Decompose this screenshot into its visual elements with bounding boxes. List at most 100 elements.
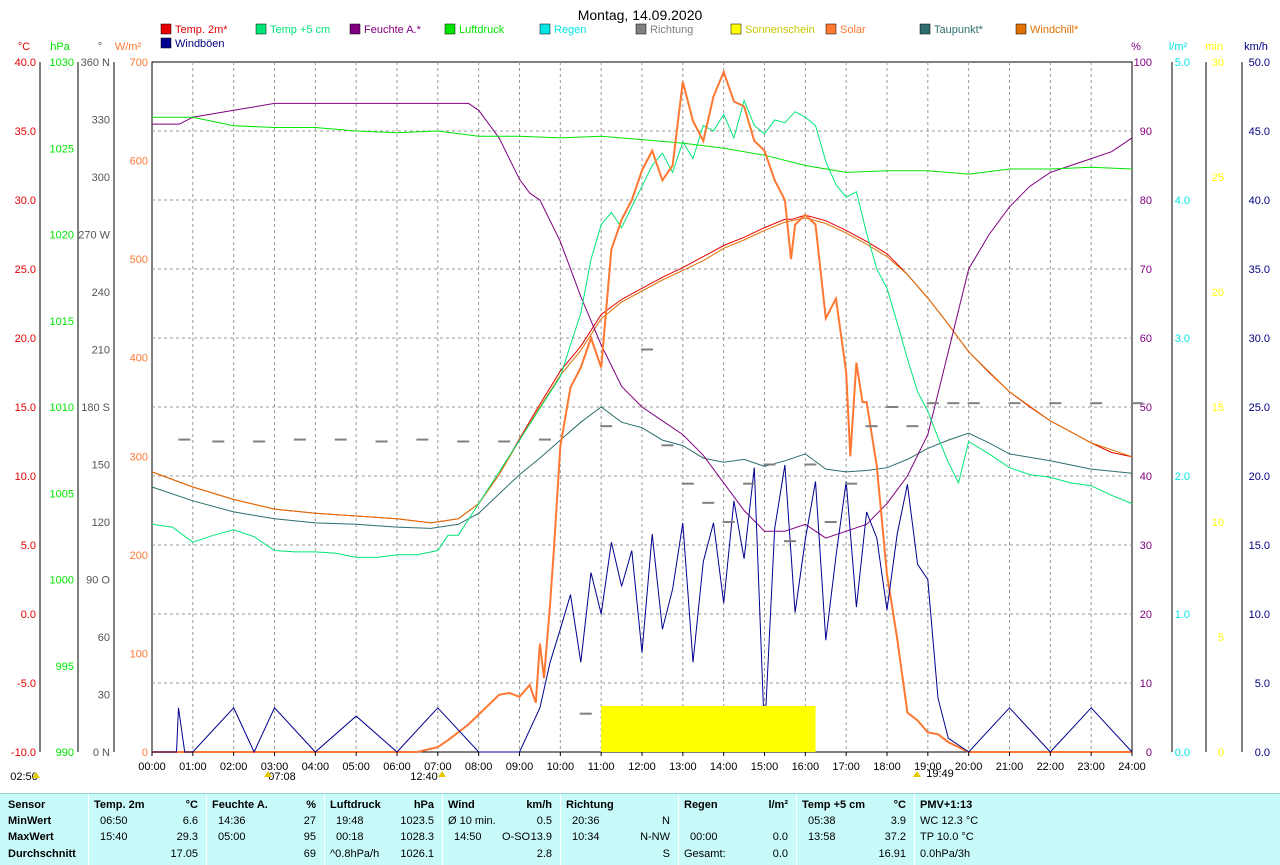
direction-mark: [967, 402, 980, 405]
axis-tick-temp: 10.0: [15, 471, 36, 483]
x-tick-label: 18:00: [873, 761, 901, 773]
axis-tick-humidity: 20: [1140, 609, 1152, 621]
stats-temp5cm-unit: °C: [893, 799, 906, 811]
axis-tick-pressure: 1005: [50, 488, 74, 500]
stats-pressure-col: Luftdruck hPa 19:48 1023.5 00:18 1028.3 ^0.…: [324, 794, 443, 865]
stats-humidity-max-time: 05:00: [218, 831, 246, 843]
axis-tick-sunshine: 15: [1212, 402, 1224, 414]
axis-tick-direction: 270 W: [78, 230, 110, 242]
legend-label: Taupunkt*: [934, 24, 984, 36]
axis-tick-solar: 500: [130, 254, 148, 266]
axis-tick-sunshine: 10: [1212, 517, 1224, 529]
axis-tick-pressure: 1020: [50, 230, 74, 242]
stats-humidity-avg: 69: [303, 848, 316, 860]
stats-sensor-title: Sensor: [8, 799, 46, 811]
legend-swatch: [825, 23, 837, 35]
axis-tick-solar: 100: [130, 648, 148, 660]
stats-temp2m-col: Temp. 2m °C 06:50 6.6 15:40 29.3 17.05: [88, 794, 207, 865]
direction-mark: [457, 440, 470, 443]
stats-humidity-max-val: 95: [303, 831, 316, 843]
annotation-marker: [438, 771, 446, 777]
stats-humidity-title: Feuchte A.: [212, 799, 268, 811]
x-tick-label: 01:00: [179, 761, 207, 773]
direction-mark: [886, 406, 898, 408]
direction-mark: [804, 463, 817, 466]
stats-humidity-unit: %: [306, 799, 316, 811]
annotation-marker: [264, 771, 272, 777]
axis-tick-solar: 700: [130, 57, 148, 69]
stats-temp2m-unit: °C: [185, 799, 198, 811]
direction-mark: [743, 482, 756, 485]
series-line-windchill-: [151, 217, 1133, 524]
direction-mark: [763, 463, 776, 466]
direction-mark: [845, 482, 858, 485]
x-tick-label: 24:00: [1118, 761, 1146, 773]
axis-tick-humidity: 80: [1140, 195, 1152, 207]
x-tick-label: 12:00: [628, 761, 656, 773]
stats-wind-title: Wind: [448, 799, 475, 811]
stats-sensor-col: Sensor MinWert MaxWert Durchschnitt: [0, 794, 89, 865]
axis-tick-sunshine: 20: [1212, 287, 1224, 299]
stats-humidity-min-time: 14:36: [218, 815, 246, 827]
stats-temp5cm-avg: 16.91: [878, 848, 906, 860]
axis-tick-temp: 5.0: [21, 540, 36, 552]
series-line-windb-en: [152, 464, 1133, 754]
axis-tick-rain: 4.0: [1175, 195, 1190, 207]
stats-wind-min-label: Ø 10 min.: [448, 815, 496, 827]
direction-mark: [926, 402, 939, 405]
legend-swatch: [1015, 23, 1027, 35]
axis-tick-wind: 45.0: [1249, 126, 1270, 138]
weather-chart: 40.0 35.0 30.0 25.0 20.0 15.0 10.0 5.0 0.0 -5.0 -1…: [10, 7, 1270, 783]
stats-max-label: MaxWert: [8, 831, 54, 843]
direction-mark: [416, 438, 429, 441]
x-tick-label: 00:00: [138, 761, 166, 773]
stats-pmv-tp: TP 10.0 °C: [920, 831, 974, 843]
series-line-luftdruck: [152, 116, 1133, 175]
axis-tick-solar: 300: [130, 451, 148, 463]
direction-mark: [600, 425, 613, 428]
axis-tick-pressure: 995: [56, 661, 74, 673]
legend-label: Regen: [554, 24, 586, 36]
x-tick-label: 07:00: [424, 761, 452, 773]
stats-rain-col: Regen l/m² 00:00 0.0 Gesamt: 0.0: [678, 794, 797, 865]
axis-tick-solar: 600: [130, 156, 148, 168]
direction-mark: [538, 438, 551, 441]
legend-swatch: [539, 23, 551, 35]
stats-panel: Sensor MinWert MaxWert Durchschnitt Temp…: [0, 793, 1280, 865]
axis-tick-direction: 180 S: [81, 402, 110, 414]
direction-mark: [681, 482, 694, 485]
x-tick-label: 21:00: [996, 761, 1024, 773]
axis-tick-direction: 0 N: [93, 747, 110, 759]
stats-direction-title: Richtung: [566, 799, 614, 811]
legend-swatch: [349, 23, 361, 35]
legend-label: Temp +5 cm: [270, 24, 330, 36]
axis-tick-wind: 25.0: [1249, 402, 1270, 414]
x-tick-label: 20:00: [955, 761, 983, 773]
axis-tick-sunshine: 30: [1212, 57, 1224, 69]
legend-label: Temp. 2m*: [175, 24, 228, 36]
stats-rain-max-val: 0.0: [772, 831, 788, 843]
stats-temp5cm-max-val: 37.2: [884, 831, 906, 843]
x-tick-label: 16:00: [792, 761, 820, 773]
axis-tick-humidity: 70: [1140, 264, 1152, 276]
series-line-temp-5-cm: [151, 99, 1133, 558]
direction-mark: [722, 521, 735, 523]
stats-direction-max-val: N-NW: [640, 831, 670, 843]
axis-tick-direction: 90 O: [86, 575, 110, 587]
axis-tick-wind: 30.0: [1249, 333, 1270, 345]
stats-direction-min-time: 20:36: [572, 815, 600, 827]
x-tick-label: 09:00: [506, 761, 534, 773]
x-tick-label: 17:00: [832, 761, 860, 773]
axis-tick-direction: 360 N: [81, 57, 110, 69]
axis-tick-sunshine: 0: [1218, 747, 1224, 759]
axis-tick-direction: 120: [92, 517, 110, 529]
axis-unit-sunshine: min: [1205, 41, 1223, 53]
axis-tick-rain: 1.0: [1175, 609, 1190, 621]
stats-pressure-unit: hPa: [413, 799, 434, 811]
direction-mark: [375, 440, 388, 443]
axis-tick-temp: 40.0: [15, 57, 36, 69]
axis-tick-direction: 150: [92, 460, 110, 472]
stats-pressure-max-val: 1028.3: [400, 831, 434, 843]
direction-mark: [824, 521, 837, 523]
x-tick-label: 06:00: [383, 761, 411, 773]
